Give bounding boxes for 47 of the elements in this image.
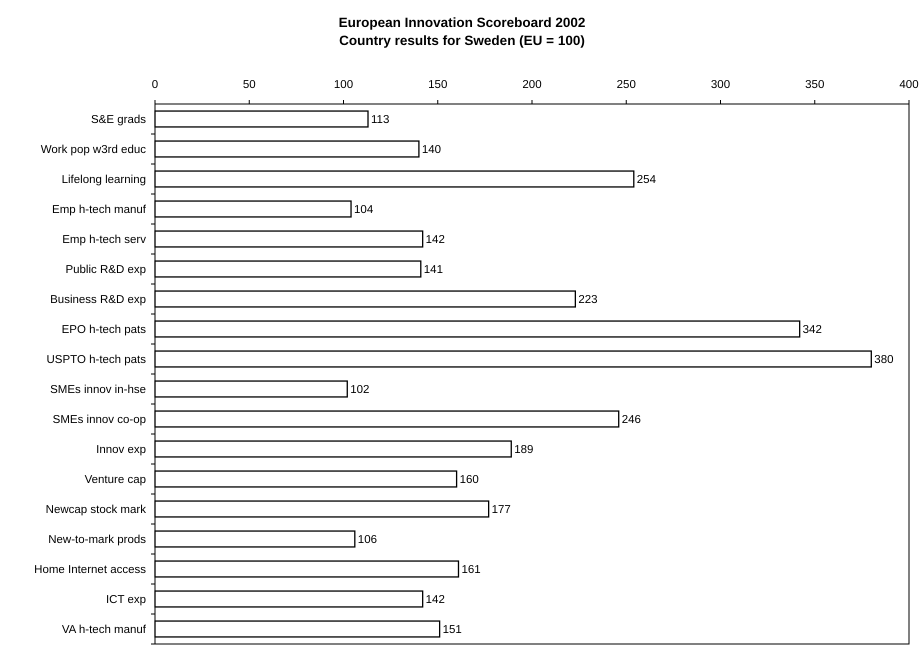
data-label: 142: [426, 594, 445, 606]
y-tick-label: Work pop w3rd educ: [40, 144, 146, 156]
y-tick-label: Emp h-tech serv: [62, 234, 146, 246]
y-tick-label: Emp h-tech manuf: [52, 204, 147, 216]
data-label: 102: [350, 384, 370, 396]
x-tick-label: 150: [428, 79, 448, 91]
x-tick-label: 350: [805, 79, 824, 91]
x-tick-label: 50: [242, 79, 256, 91]
data-label: 160: [460, 474, 479, 486]
data-label: 177: [492, 504, 511, 516]
data-label: 161: [461, 564, 481, 576]
data-label: 142: [426, 234, 445, 246]
data-label: 140: [422, 144, 442, 156]
x-tick-label: 0: [152, 79, 158, 91]
y-tick-label: EPO h-tech pats: [62, 324, 146, 336]
y-tick-label: Newcap stock mark: [46, 504, 146, 516]
data-label: 141: [424, 264, 443, 276]
y-tick-label: Venture cap: [84, 474, 146, 486]
chart-subtitle: Country results for Sweden (EU = 100): [339, 33, 585, 48]
x-tick-label: 100: [334, 79, 354, 91]
y-tick-label: ICT exp: [106, 594, 146, 606]
y-tick-label: Public R&D exp: [65, 264, 146, 276]
data-label: 254: [636, 174, 657, 186]
data-label: 113: [371, 114, 390, 126]
y-tick-label: SMEs innov co-op: [52, 414, 146, 426]
y-tick-label: Business R&D exp: [50, 294, 146, 306]
data-label: 246: [622, 414, 641, 426]
y-tick-label: New-to-mark prods: [48, 534, 146, 546]
data-label: 104: [354, 204, 374, 216]
x-tick-label: 200: [522, 79, 542, 91]
x-tick-label: 250: [616, 79, 636, 91]
y-tick-label: Home Internet access: [34, 564, 146, 576]
y-tick-label: USPTO h-tech pats: [46, 354, 146, 366]
y-tick-label: Lifelong learning: [62, 174, 146, 186]
x-tick-label: 400: [899, 79, 919, 91]
data-label: 189: [514, 444, 534, 456]
data-label: 223: [578, 294, 598, 306]
data-label: 342: [802, 324, 822, 336]
y-tick-label: VA h-tech manuf: [62, 624, 147, 636]
x-tick-label: 300: [710, 79, 730, 91]
chart-title: European Innovation Scoreboard 2002: [338, 15, 586, 30]
data-label: 380: [874, 354, 894, 366]
data-label: 151: [442, 624, 462, 636]
data-label: 106: [358, 534, 377, 546]
y-tick-label: SMEs innov in-hse: [50, 384, 146, 396]
y-tick-label: Innov exp: [96, 444, 146, 456]
y-tick-label: S&E grads: [91, 114, 146, 126]
